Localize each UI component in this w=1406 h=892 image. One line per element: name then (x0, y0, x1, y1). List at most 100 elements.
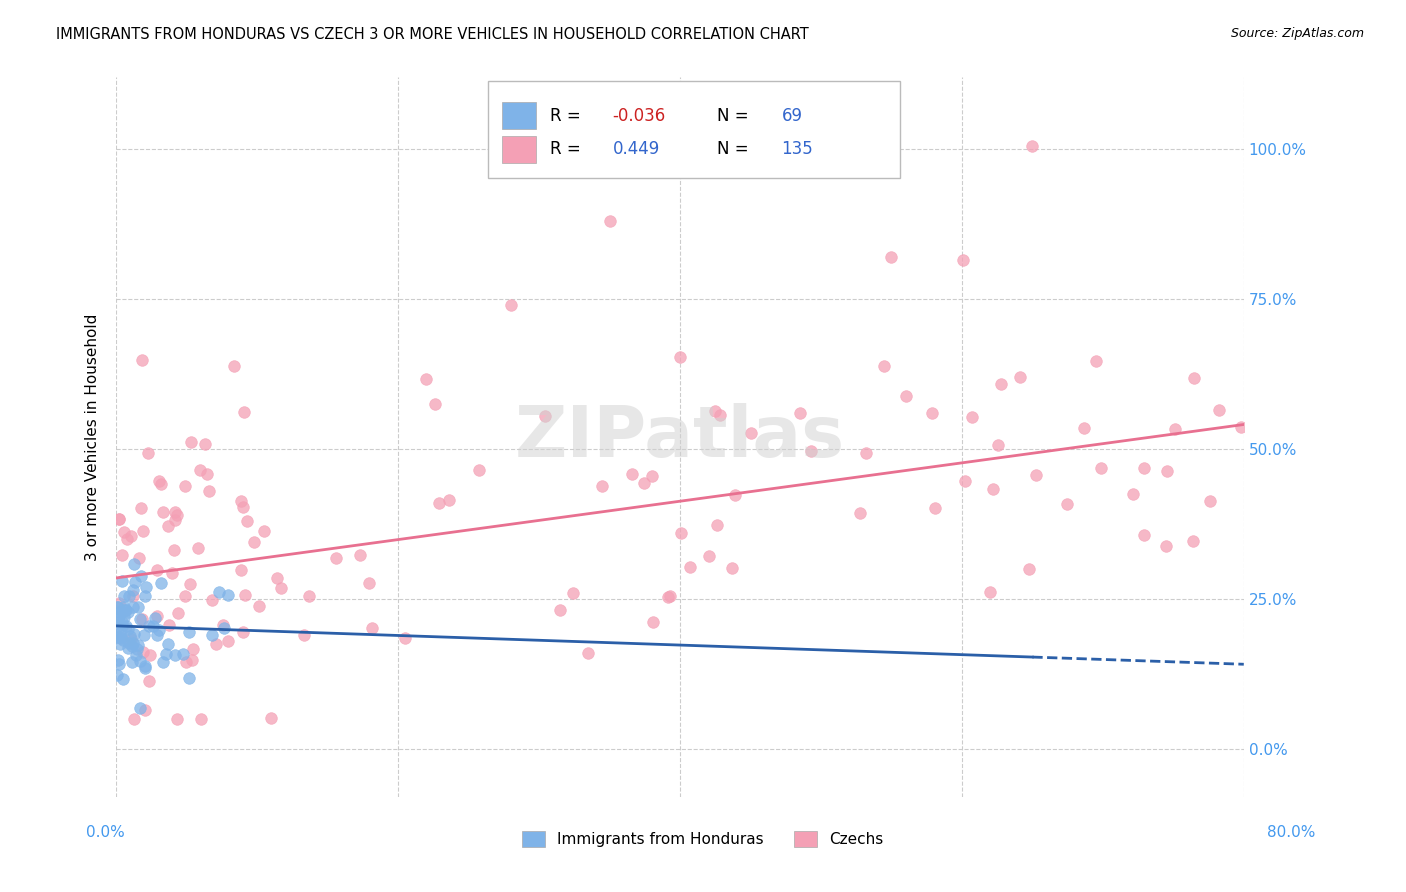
Text: N =: N = (717, 106, 754, 125)
Legend: Immigrants from Honduras, Czechs: Immigrants from Honduras, Czechs (516, 825, 890, 853)
Point (212, 618, 235, 632)
Point (107, 612, 129, 626)
Point (201, 592, 224, 607)
Point (111, 619, 134, 633)
Point (148, 474, 170, 488)
Point (789, 406, 811, 420)
Point (108, 512, 131, 526)
Point (195, 467, 218, 481)
Point (1025, 467, 1047, 482)
Text: R =: R = (550, 106, 586, 125)
Point (232, 405, 254, 419)
Point (548, 602, 571, 616)
Point (135, 580, 157, 594)
Point (105, 630, 128, 644)
Point (990, 376, 1012, 391)
Point (157, 637, 180, 651)
Point (117, 622, 139, 636)
Point (179, 671, 201, 685)
Point (231, 500, 253, 514)
Bar (502, 136, 536, 163)
Point (111, 615, 134, 629)
Point (641, 468, 664, 483)
Point (1154, 540, 1177, 554)
Point (122, 636, 145, 650)
Point (122, 627, 145, 641)
Point (212, 621, 235, 635)
Point (1182, 533, 1205, 548)
Point (924, 500, 946, 515)
Point (160, 566, 183, 580)
Point (124, 712, 146, 726)
Point (129, 612, 152, 626)
Point (197, 484, 219, 499)
Point (152, 505, 174, 519)
Point (243, 535, 266, 549)
Point (1073, 421, 1095, 435)
Text: IMMIGRANTS FROM HONDURAS VS CZECH 3 OR MORE VEHICLES IN HOUSEHOLD CORRELATION CH: IMMIGRANTS FROM HONDURAS VS CZECH 3 OR M… (56, 27, 808, 42)
Point (266, 571, 288, 585)
Point (394, 631, 416, 645)
Point (108, 637, 131, 651)
Point (120, 529, 142, 543)
Point (229, 494, 252, 508)
Point (157, 617, 180, 632)
Point (112, 525, 135, 540)
Point (187, 541, 209, 555)
Point (599, 214, 621, 228)
Point (1163, 422, 1185, 436)
Point (111, 574, 134, 588)
Point (129, 569, 152, 583)
Point (134, 590, 156, 604)
Point (132, 524, 155, 538)
Point (253, 524, 276, 538)
Point (165, 648, 187, 663)
Point (124, 575, 146, 590)
Point (115, 532, 138, 546)
Point (117, 640, 139, 655)
Text: 0.0%: 0.0% (86, 825, 125, 840)
Point (122, 589, 145, 603)
Point (641, 615, 664, 630)
Point (134, 703, 156, 717)
Point (180, 435, 202, 450)
Point (115, 602, 138, 616)
Point (229, 563, 252, 577)
Point (669, 525, 692, 540)
Point (706, 518, 728, 533)
Point (181, 653, 204, 667)
Point (157, 519, 180, 533)
Point (190, 712, 212, 726)
Point (118, 589, 141, 603)
Text: 80.0%: 80.0% (1267, 825, 1315, 840)
Point (174, 589, 197, 603)
Point (127, 599, 149, 614)
Point (800, 444, 823, 458)
Point (131, 611, 153, 625)
Point (1021, 139, 1043, 153)
Point (359, 575, 381, 590)
Point (621, 467, 644, 481)
Point (921, 406, 943, 420)
Point (112, 599, 135, 614)
Point (114, 609, 136, 624)
Point (174, 655, 197, 669)
Point (201, 628, 224, 642)
Point (1122, 486, 1144, 500)
Point (108, 631, 131, 645)
Point (134, 661, 156, 675)
Point (873, 359, 896, 374)
Point (576, 646, 599, 660)
Point (659, 589, 682, 603)
Point (1229, 419, 1251, 434)
Point (127, 642, 149, 657)
Point (111, 548, 134, 562)
Point (235, 514, 257, 528)
Point (138, 674, 160, 689)
Point (122, 582, 145, 597)
Point (139, 648, 162, 663)
Y-axis label: 3 or more Vehicles in Household: 3 or more Vehicles in Household (86, 313, 100, 561)
Text: Source: ZipAtlas.com: Source: ZipAtlas.com (1230, 27, 1364, 40)
Text: N =: N = (717, 140, 754, 159)
Point (122, 557, 145, 571)
